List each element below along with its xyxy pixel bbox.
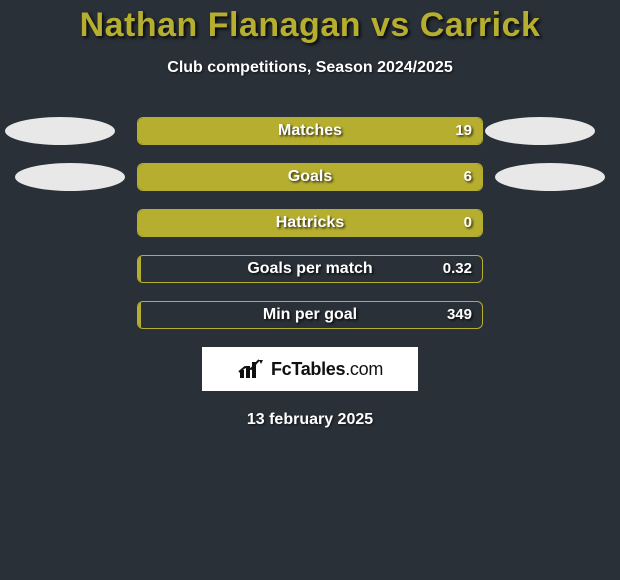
stat-bar-value: 0	[464, 210, 472, 236]
stat-bars: Matches19 Goals6 Hattricks0 Goals per match…	[137, 117, 483, 329]
side-ellipse	[5, 117, 115, 145]
brand-text: FcTables.com	[271, 359, 383, 380]
subtitle: Club competitions, Season 2024/2025	[0, 59, 620, 77]
stat-bar-label: Matches	[138, 118, 482, 144]
stat-bar-value: 0.32	[443, 256, 472, 282]
stat-bar-value: 6	[464, 164, 472, 190]
brand-box: FcTables.com	[202, 347, 418, 391]
stat-bar: Goals6	[137, 163, 483, 191]
brand-suffix: .com	[345, 359, 383, 379]
stat-bar: Hattricks0	[137, 209, 483, 237]
stat-bar-value: 349	[447, 302, 472, 328]
brand-bold: FcTables	[271, 359, 345, 379]
page-title: Nathan Flanagan vs Carrick	[0, 6, 620, 45]
brand-chart-icon	[237, 358, 265, 380]
stat-bar: Min per goal349	[137, 301, 483, 329]
date-line: 13 february 2025	[0, 411, 620, 429]
chart-area: Matches19 Goals6 Hattricks0 Goals per match…	[0, 117, 620, 329]
stat-bar-value: 19	[455, 118, 472, 144]
stat-bar-label: Hattricks	[138, 210, 482, 236]
stat-bar: Goals per match0.32	[137, 255, 483, 283]
side-ellipse	[495, 163, 605, 191]
stat-bar-label: Goals per match	[138, 256, 482, 282]
comparison-card: Nathan Flanagan vs Carrick Club competit…	[0, 0, 620, 429]
stat-bar-label: Min per goal	[138, 302, 482, 328]
stat-bar: Matches19	[137, 117, 483, 145]
side-ellipse	[15, 163, 125, 191]
stat-bar-label: Goals	[138, 164, 482, 190]
side-ellipse	[485, 117, 595, 145]
